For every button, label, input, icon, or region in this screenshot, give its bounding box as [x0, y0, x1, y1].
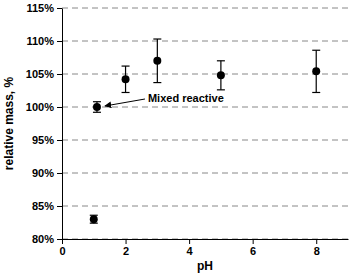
y-tick: 100%	[26, 101, 62, 113]
error-bar-cap	[312, 50, 320, 51]
x-tick-mark	[62, 239, 63, 244]
point	[312, 67, 320, 75]
y-axis-line	[62, 9, 63, 240]
x-tick-label: 4	[187, 245, 194, 257]
y-axis: 80% 85% 90% 95% 100% 105% 110% 115%	[26, 2, 63, 245]
y-tick-label: 110%	[26, 35, 54, 47]
error-bar	[93, 102, 101, 113]
y-tick-label: 95%	[32, 134, 54, 146]
y-tick: 80%	[32, 233, 62, 245]
grid-line	[62, 239, 348, 240]
grid-line	[62, 107, 348, 108]
y-tick-label: 90%	[32, 167, 54, 179]
y-tick-label: 115%	[26, 2, 54, 14]
grid-line	[62, 74, 348, 75]
y-tick: 85%	[32, 200, 62, 212]
y-tick-mark	[57, 173, 62, 174]
error-bar-cap	[217, 60, 225, 61]
y-tick-mark	[57, 8, 62, 9]
x-tick-mark	[126, 239, 127, 244]
y-tick-mark	[57, 41, 62, 42]
y-tick-mark	[57, 239, 62, 240]
x-tick: 6	[250, 239, 256, 257]
error-bar-cap	[153, 38, 161, 39]
plot: 80% 85% 90% 95% 100% 105% 110% 115% 0 2 4 6 8 Mixed r…	[26, 2, 349, 257]
x-tick: 2	[123, 239, 129, 257]
x-tick: 0	[59, 239, 65, 257]
grid-line	[62, 206, 348, 207]
error-bar-cap	[93, 101, 101, 102]
grid-line	[62, 8, 348, 9]
chart: 80% 85% 90% 95% 100% 105% 110% 115% 0 2 4 6 8 Mixed r…	[0, 0, 354, 276]
x-tick-label: 2	[123, 245, 129, 257]
error-bar	[122, 66, 130, 92]
error-bar	[90, 215, 98, 223]
y-tick-label: 105%	[26, 68, 54, 80]
annotation-text: Mixed reactive	[148, 92, 224, 104]
x-tick: 8	[314, 239, 320, 257]
error-bar	[153, 39, 161, 83]
x-axis: 0 2 4 6 8	[59, 239, 348, 257]
x-tick-label: 0	[59, 245, 65, 257]
error-bar-cap	[312, 92, 320, 93]
x-tick-mark	[253, 239, 254, 244]
y-tick: 95%	[32, 134, 62, 146]
error-bar	[312, 50, 320, 92]
x-tick-label: 6	[250, 245, 256, 257]
error-bar-cap	[217, 89, 225, 90]
error-bar-cap	[153, 82, 161, 83]
point	[93, 103, 101, 111]
y-tick-mark	[57, 140, 62, 141]
y-axis-title: relative mass, %	[2, 76, 16, 170]
grid-line	[62, 41, 348, 42]
y-tick: 90%	[32, 167, 62, 179]
x-tick: 4	[187, 239, 194, 257]
point	[122, 75, 130, 83]
point	[217, 71, 225, 79]
error-bar-cap	[122, 92, 130, 93]
point	[90, 215, 98, 223]
y-tick: 110%	[26, 35, 62, 47]
y-tick-mark	[57, 107, 62, 108]
point	[153, 57, 161, 65]
y-tick-mark	[57, 206, 62, 207]
x-axis-title: pH	[197, 259, 213, 273]
annotation-arrow	[105, 99, 145, 106]
annotation: Mixed reactive	[105, 92, 224, 106]
grid-line	[62, 173, 348, 174]
error-bar-cap	[93, 112, 101, 113]
x-axis-line	[63, 239, 349, 240]
y-tick-label: 80%	[32, 233, 54, 245]
grid	[62, 8, 348, 239]
y-tick-label: 100%	[26, 101, 54, 113]
y-tick: 115%	[26, 2, 62, 14]
error-bar-cap	[122, 65, 130, 66]
y-tick-label: 85%	[32, 200, 54, 212]
y-tick-mark	[57, 74, 62, 75]
data	[90, 39, 320, 223]
x-tick-mark	[189, 239, 190, 244]
error-bar	[217, 61, 225, 90]
x-tick-mark	[316, 239, 317, 244]
x-tick-label: 8	[314, 245, 320, 257]
grid-line	[62, 140, 348, 141]
y-tick: 105%	[26, 68, 62, 80]
